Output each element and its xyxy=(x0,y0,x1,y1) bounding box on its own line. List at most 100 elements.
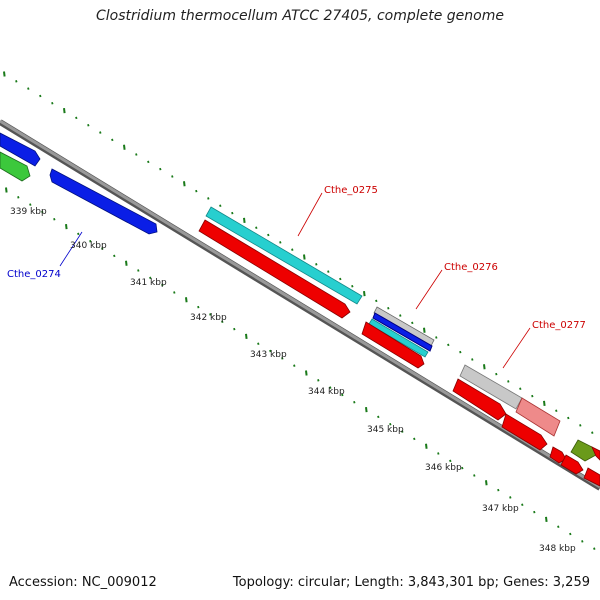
tick-dot-outer xyxy=(291,248,294,251)
gene-olive[interactable] xyxy=(570,439,597,462)
tick-dot-inner xyxy=(53,218,56,221)
tick-dot-outer xyxy=(243,217,246,224)
gene-cthe-0276[interactable] xyxy=(372,312,433,352)
tick-dot-outer xyxy=(207,197,210,200)
tick-dot-outer xyxy=(111,138,114,142)
tick-dot-inner xyxy=(173,291,176,294)
tick-dot-inner xyxy=(581,540,584,543)
tick-dot-inner xyxy=(449,459,452,463)
tick-dot-inner xyxy=(161,283,164,287)
tick-dot-inner xyxy=(509,496,512,499)
tick-dot-outer xyxy=(471,358,474,361)
tick-dot-inner xyxy=(29,203,32,206)
tick-dot-outer xyxy=(555,409,558,412)
kbp-label-339: 339 kbp xyxy=(10,207,47,217)
tick-dot-inner xyxy=(521,503,524,507)
tick-dot-outer xyxy=(15,80,18,83)
tick-dot-inner xyxy=(101,247,104,250)
tick-dot-inner xyxy=(221,320,224,324)
gene-cyan-0276[interactable] xyxy=(368,318,429,358)
gene-label-cthe-0276[interactable]: Cthe_0276 xyxy=(444,262,498,273)
tick-dot-inner xyxy=(5,187,8,193)
tick-dot-outer xyxy=(519,387,522,391)
tick-dot-inner xyxy=(197,305,200,309)
tick-dot-outer xyxy=(255,226,258,229)
tick-dot-outer xyxy=(531,394,534,398)
tick-dot-outer xyxy=(423,327,426,333)
tick-dot-inner xyxy=(65,223,68,230)
tick-dot-outer xyxy=(87,123,90,127)
gene-red-edge-top[interactable] xyxy=(591,446,600,461)
gene-green-left[interactable] xyxy=(0,151,31,182)
tick-dot-inner xyxy=(149,276,152,280)
callout-line-cthe-0277 xyxy=(502,327,531,369)
kbp-label-345: 345 kbp xyxy=(367,425,404,435)
kbp-label-342: 342 kbp xyxy=(190,313,227,323)
gene-grey-0277[interactable] xyxy=(459,364,523,410)
tick-dot-outer xyxy=(591,431,594,434)
gene-red-0275[interactable] xyxy=(198,219,351,319)
tick-dot-tracks xyxy=(3,71,596,550)
tick-dot-inner xyxy=(317,379,320,382)
kbp-label-341: 341 kbp xyxy=(130,278,167,288)
tick-dot-outer xyxy=(27,87,30,90)
tick-dot-inner xyxy=(137,269,140,272)
tick-dot-outer xyxy=(231,211,234,215)
kbp-label-348: 348 kbp xyxy=(539,544,576,554)
gene-red-small-a[interactable] xyxy=(549,446,567,464)
tick-dot-inner xyxy=(353,401,356,404)
gene-label-cthe-0274[interactable]: Cthe_0274 xyxy=(7,269,61,280)
tick-dot-outer xyxy=(147,160,150,164)
tick-dot-inner xyxy=(113,254,116,258)
tick-dot-outer xyxy=(363,290,366,297)
gene-cthe-0275[interactable] xyxy=(205,206,363,305)
tick-dot-outer xyxy=(411,321,414,325)
tick-dot-inner xyxy=(293,364,296,367)
tick-dot-outer xyxy=(507,380,510,383)
gene-label-cthe-0275[interactable]: Cthe_0275 xyxy=(324,185,378,196)
tick-dot-inner xyxy=(365,406,368,413)
tick-dot-inner xyxy=(305,370,308,376)
gene-cthe-0274[interactable] xyxy=(49,168,158,235)
tick-dot-outer xyxy=(135,153,138,156)
tick-dot-outer xyxy=(579,424,582,427)
tick-dot-inner xyxy=(569,532,572,536)
tick-dot-inner xyxy=(533,510,536,514)
tick-dot-outer xyxy=(327,270,330,273)
kbp-label-346: 346 kbp xyxy=(425,463,462,473)
tick-dot-inner xyxy=(245,333,248,340)
tick-dot-inner xyxy=(77,232,80,236)
gene-red-0276[interactable] xyxy=(361,321,425,369)
tick-dot-outer xyxy=(495,372,498,376)
gene-red-small-b[interactable] xyxy=(560,454,584,475)
tick-dot-inner xyxy=(425,443,428,449)
tick-dot-inner xyxy=(257,342,260,345)
accession-label: Accession: NC_009012 xyxy=(9,575,157,590)
gene-red-0277a[interactable] xyxy=(452,378,507,421)
tick-dot-inner xyxy=(185,297,188,303)
tick-dot-inner xyxy=(437,452,440,455)
tick-dot-outer xyxy=(39,94,42,98)
tick-dot-inner xyxy=(401,430,404,433)
gene-blue-left[interactable] xyxy=(0,132,41,167)
tick-dot-outer xyxy=(339,277,342,281)
tick-dot-inner xyxy=(269,349,272,353)
tick-dot-inner xyxy=(341,393,344,397)
gene-red-0277b[interactable] xyxy=(501,413,548,451)
tick-dot-outer xyxy=(543,400,546,407)
tick-dot-inner xyxy=(329,386,332,389)
tick-dot-outer xyxy=(387,306,390,310)
gene-label-cthe-0277[interactable]: Cthe_0277 xyxy=(532,320,586,331)
tick-dot-outer xyxy=(447,343,450,347)
tick-dot-outer xyxy=(399,314,402,317)
tick-dot-inner xyxy=(461,466,464,470)
tick-dot-outer xyxy=(567,416,570,420)
gene-cthe-0277[interactable] xyxy=(515,397,561,437)
tick-dot-inner xyxy=(125,260,128,266)
callout-line-cthe-0276 xyxy=(415,269,443,310)
tick-dot-outer xyxy=(483,364,486,370)
tick-dot-outer xyxy=(303,254,306,260)
tick-dot-outer xyxy=(159,167,162,171)
gene-red-edge[interactable] xyxy=(583,467,600,487)
